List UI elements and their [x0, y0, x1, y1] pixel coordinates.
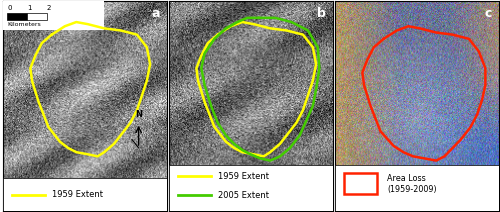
Bar	[334, 165, 498, 211]
Text: c: c	[484, 7, 492, 20]
Text: Kilometers: Kilometers	[8, 22, 41, 27]
Bar	[27, 13, 47, 20]
Text: a: a	[152, 7, 160, 20]
Bar	[168, 165, 332, 211]
Text: b: b	[317, 7, 326, 20]
Bar	[2, 179, 166, 211]
Text: 1: 1	[27, 4, 32, 11]
Text: 0: 0	[8, 4, 12, 11]
Bar	[344, 173, 377, 194]
Text: 1959 Extent: 1959 Extent	[52, 190, 102, 199]
Bar	[8, 13, 27, 20]
Text: 2005 Extent: 2005 Extent	[218, 191, 268, 200]
Text: Area Loss
(1959-2009): Area Loss (1959-2009)	[387, 174, 436, 194]
Text: 1959 Extent: 1959 Extent	[218, 172, 268, 181]
Text: 2: 2	[47, 4, 51, 11]
Text: N: N	[135, 110, 142, 119]
Bar	[2, 1, 104, 31]
